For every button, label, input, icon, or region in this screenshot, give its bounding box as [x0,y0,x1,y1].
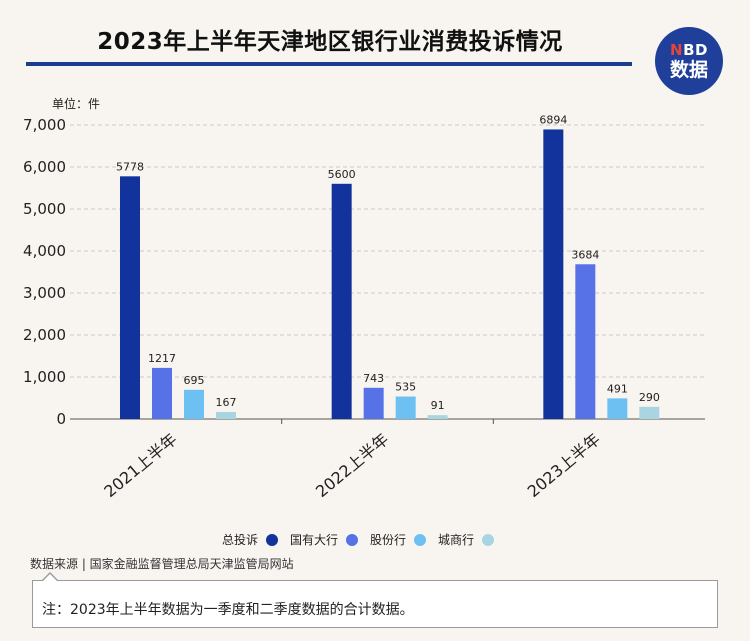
logo-wordmark: NBD [670,40,708,59]
legend-item: 国有大行 [290,531,359,548]
legend-label: 城商行 [438,533,475,547]
note-caret-fill [43,574,57,581]
legend-dot [346,533,359,546]
unit-label: 单位：件 [52,97,101,111]
data-label: 91 [431,399,445,412]
data-label: 6894 [539,113,567,126]
data-label: 743 [363,372,384,385]
bar-国有大行 [152,367,172,419]
bar-国有大行 [575,264,596,419]
legend-label: 国有大行 [290,533,339,547]
x-tick-label: 2023上半年 [524,430,604,502]
chart-title: 2023年上半年天津地区银行业消费投诉情况 [97,29,563,55]
y-tick-label: 4,000 [23,242,66,260]
data-label: 5600 [328,168,356,181]
data-label: 5778 [116,160,144,173]
legend-item: 股份行 [370,531,427,548]
data-label: 535 [395,381,416,394]
bar-股份行 [395,396,416,419]
bar-城商行 [216,411,236,419]
data-label: 167 [216,396,237,409]
y-tick-label: 2,000 [23,326,66,344]
note-box [32,580,718,628]
y-tick-label: 7,000 [23,116,66,134]
y-tick-label: 0 [56,410,66,428]
data-label: 695 [184,374,205,387]
data-source: 数据来源 | 国家金融监督管理总局天津监管局网站 [30,557,294,571]
nbd-logo: NBD 数据 [655,27,723,95]
data-label: 1217 [148,352,176,365]
y-tick-label: 5,000 [23,200,66,218]
logo-subtitle: 数据 [669,58,708,81]
x-tick-label: 2022上半年 [312,430,392,502]
legend-label: 股份行 [370,533,407,547]
legend-label: 总投诉 [222,533,259,547]
legend-dot [266,533,279,546]
chart-legend: 总投诉 国有大行 股份行 城商行 [222,531,506,548]
x-tick-label: 2021上半年 [100,430,180,502]
legend-item: 总投诉 [222,531,279,548]
y-tick-label: 3,000 [23,284,66,302]
bar-总投诉 [331,183,352,419]
data-label: 3684 [571,248,599,261]
bar-股份行 [607,398,628,419]
note-text: 注：2023年上半年数据为一季度和二季度数据的合计数据。 [42,602,414,618]
legend-dot [482,533,495,546]
bar-国有大行 [363,387,384,419]
y-tick-label: 1,000 [23,368,66,386]
data-label: 491 [607,382,628,395]
bar-城商行 [639,406,660,419]
title-underline [26,62,632,66]
data-label: 290 [639,391,660,404]
bar-股份行 [184,389,204,419]
y-tick-label: 6,000 [23,158,66,176]
legend-dot [414,533,427,546]
bar-城商行 [427,415,448,419]
bar-总投诉 [543,129,564,419]
bar-总投诉 [120,176,140,419]
bar-chart: 0 1,000 2,000 3,000 4,000 5,000 6,000 7,000 5778… [23,113,705,502]
legend-item: 城商行 [438,531,495,548]
